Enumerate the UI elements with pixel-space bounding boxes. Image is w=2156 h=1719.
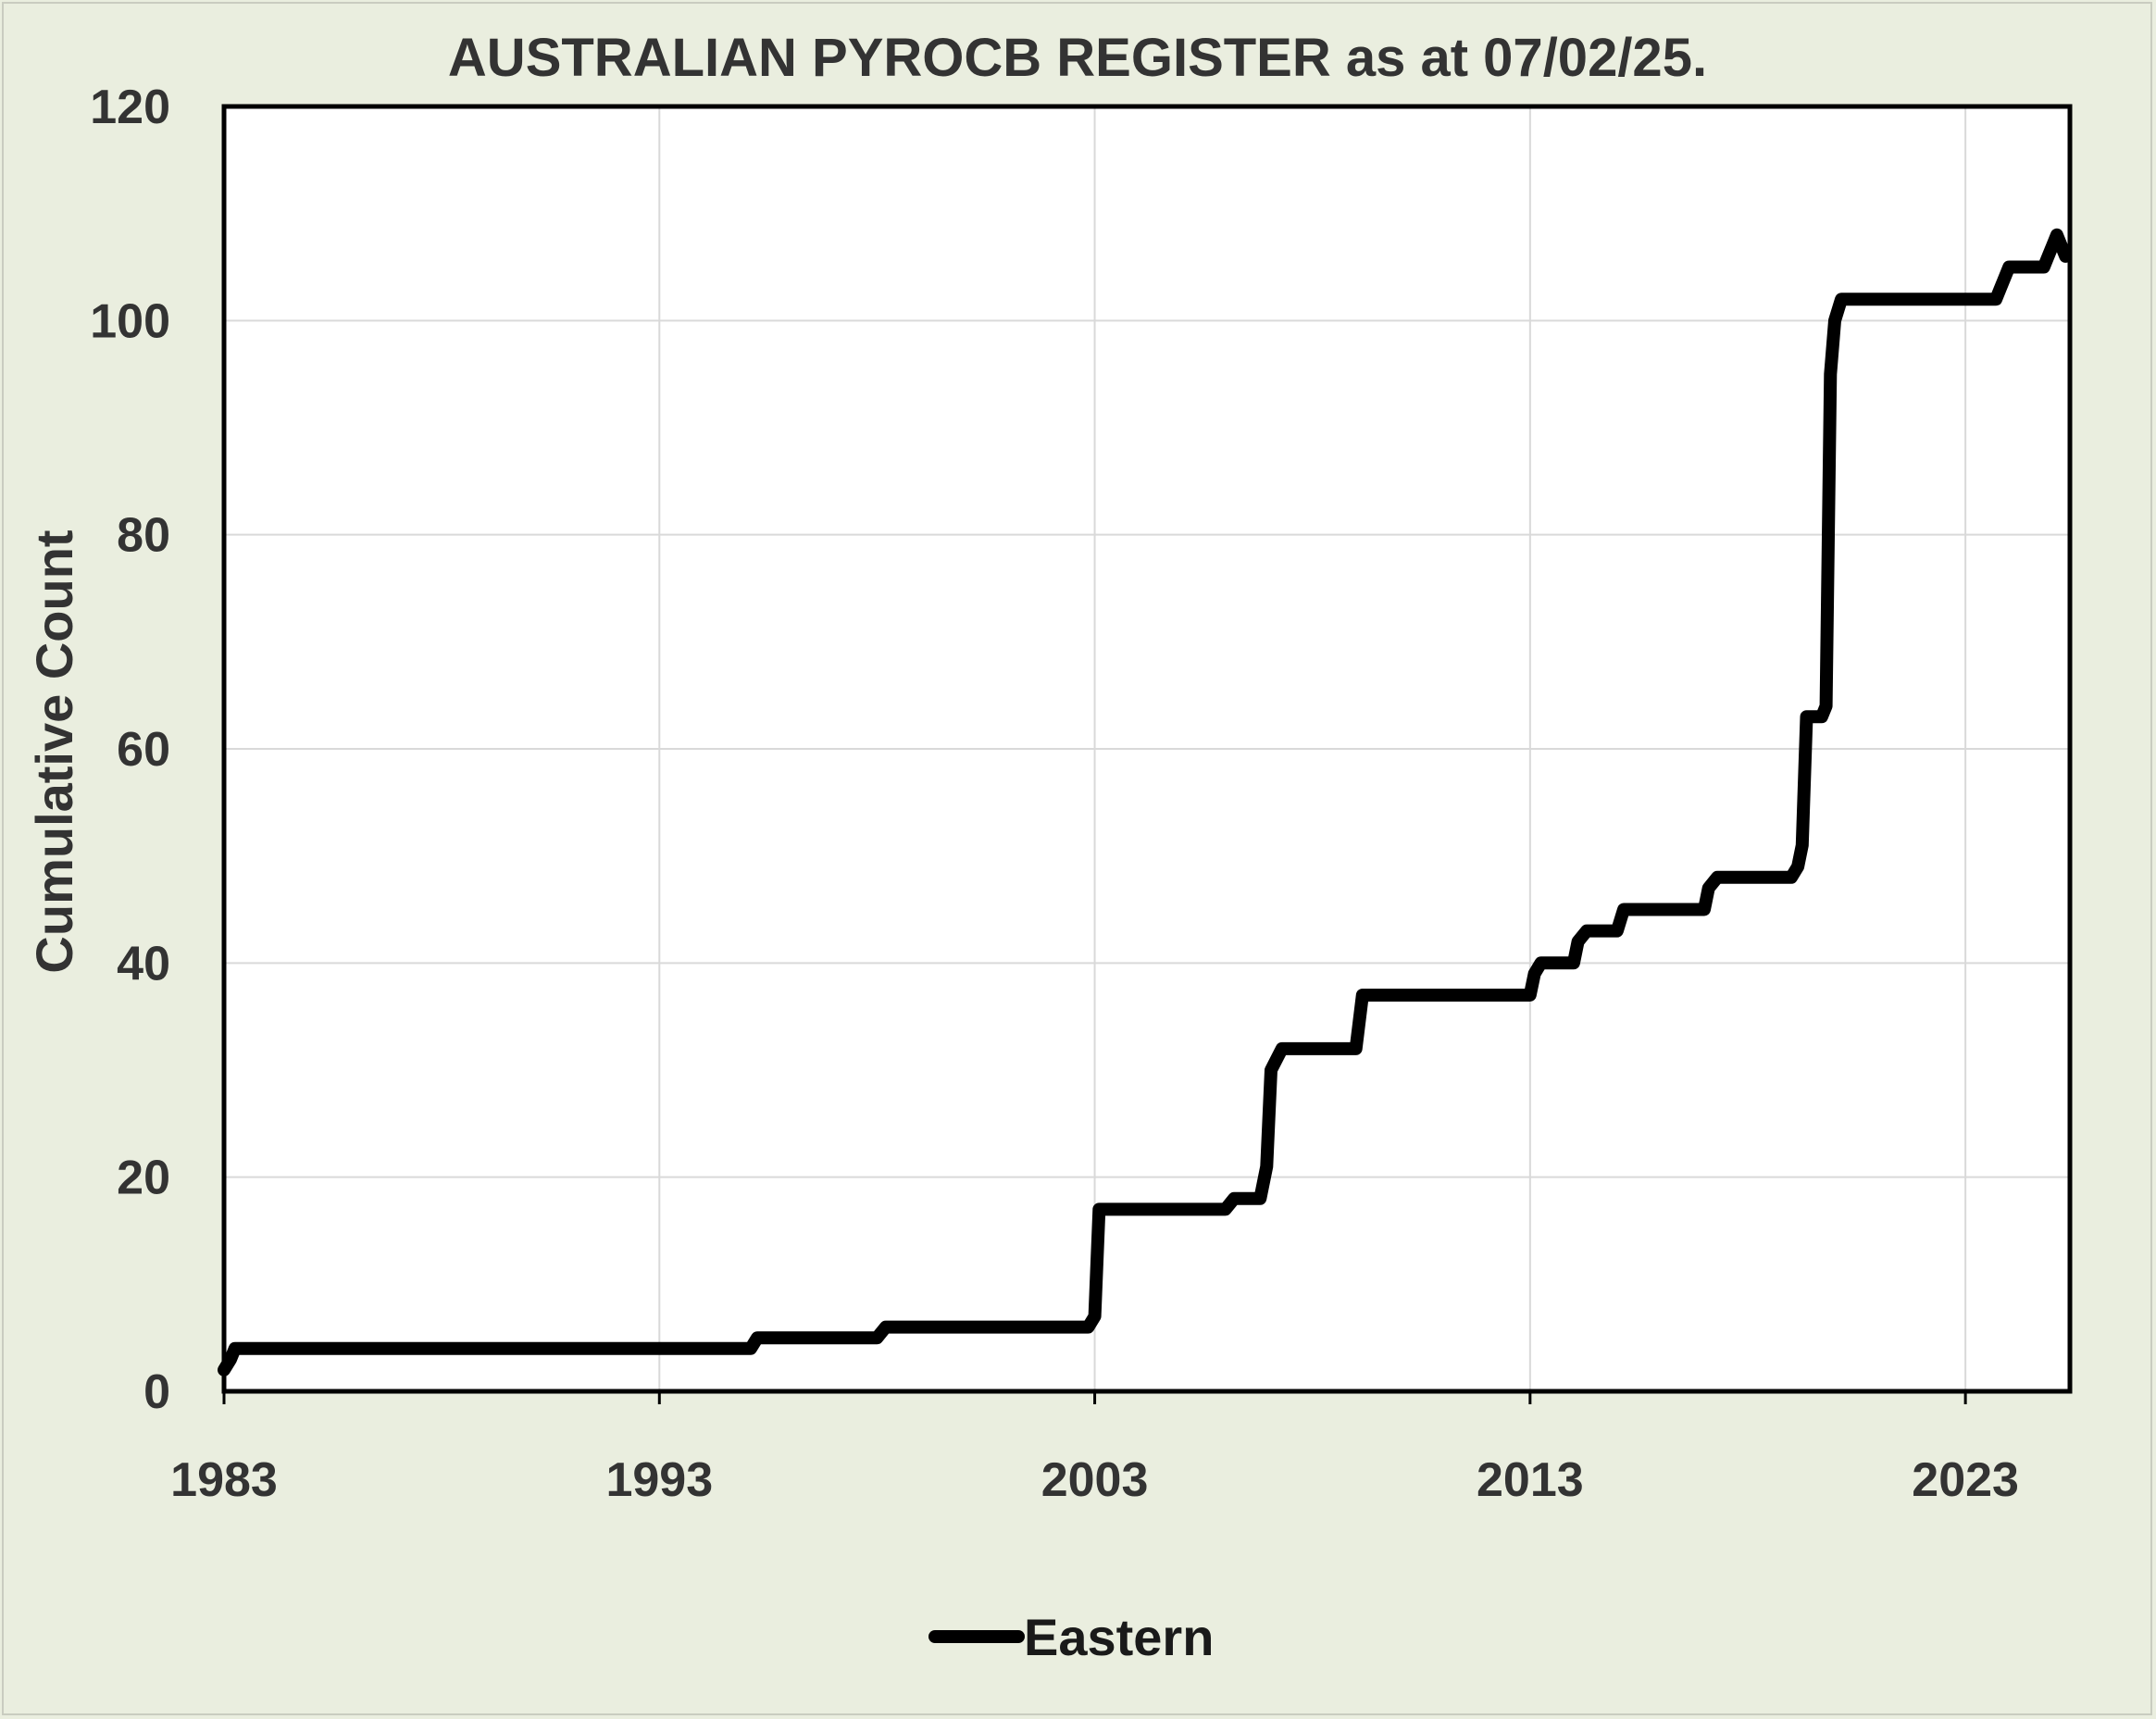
series-line-eastern	[218, 228, 2073, 1376]
y-tick-label: 60	[117, 723, 170, 777]
y-axis-title: Cumulative Count	[25, 529, 83, 973]
x-tick-label: 2023	[1912, 1453, 2019, 1507]
x-tick-label: 2003	[1041, 1453, 1149, 1507]
series-layer	[218, 228, 2073, 1376]
plot-border	[221, 104, 2073, 1394]
y-axis-ticks: 0 20 40 60 80 100 120	[90, 81, 170, 1419]
y-tick-label: 100	[90, 294, 170, 348]
legend: Eastern	[928, 1608, 1214, 1666]
y-tick-label: 40	[117, 937, 170, 990]
y-tick-label: 80	[117, 509, 170, 563]
y-tick-label: 20	[117, 1152, 170, 1205]
y-tick-label: 120	[90, 81, 170, 134]
x-axis-ticks: 1983 1993 2003 2013 2023	[170, 1391, 2019, 1507]
chart-title: AUSTRALIAN PYROCB REGISTER as at 07/02/2…	[448, 28, 1707, 88]
x-tick-label: 2013	[1477, 1453, 1584, 1507]
x-tick-label: 1983	[170, 1453, 278, 1507]
x-tick-label: 1993	[605, 1453, 713, 1507]
y-tick-label: 0	[143, 1365, 170, 1419]
legend-label-eastern: Eastern	[1024, 1608, 1214, 1666]
